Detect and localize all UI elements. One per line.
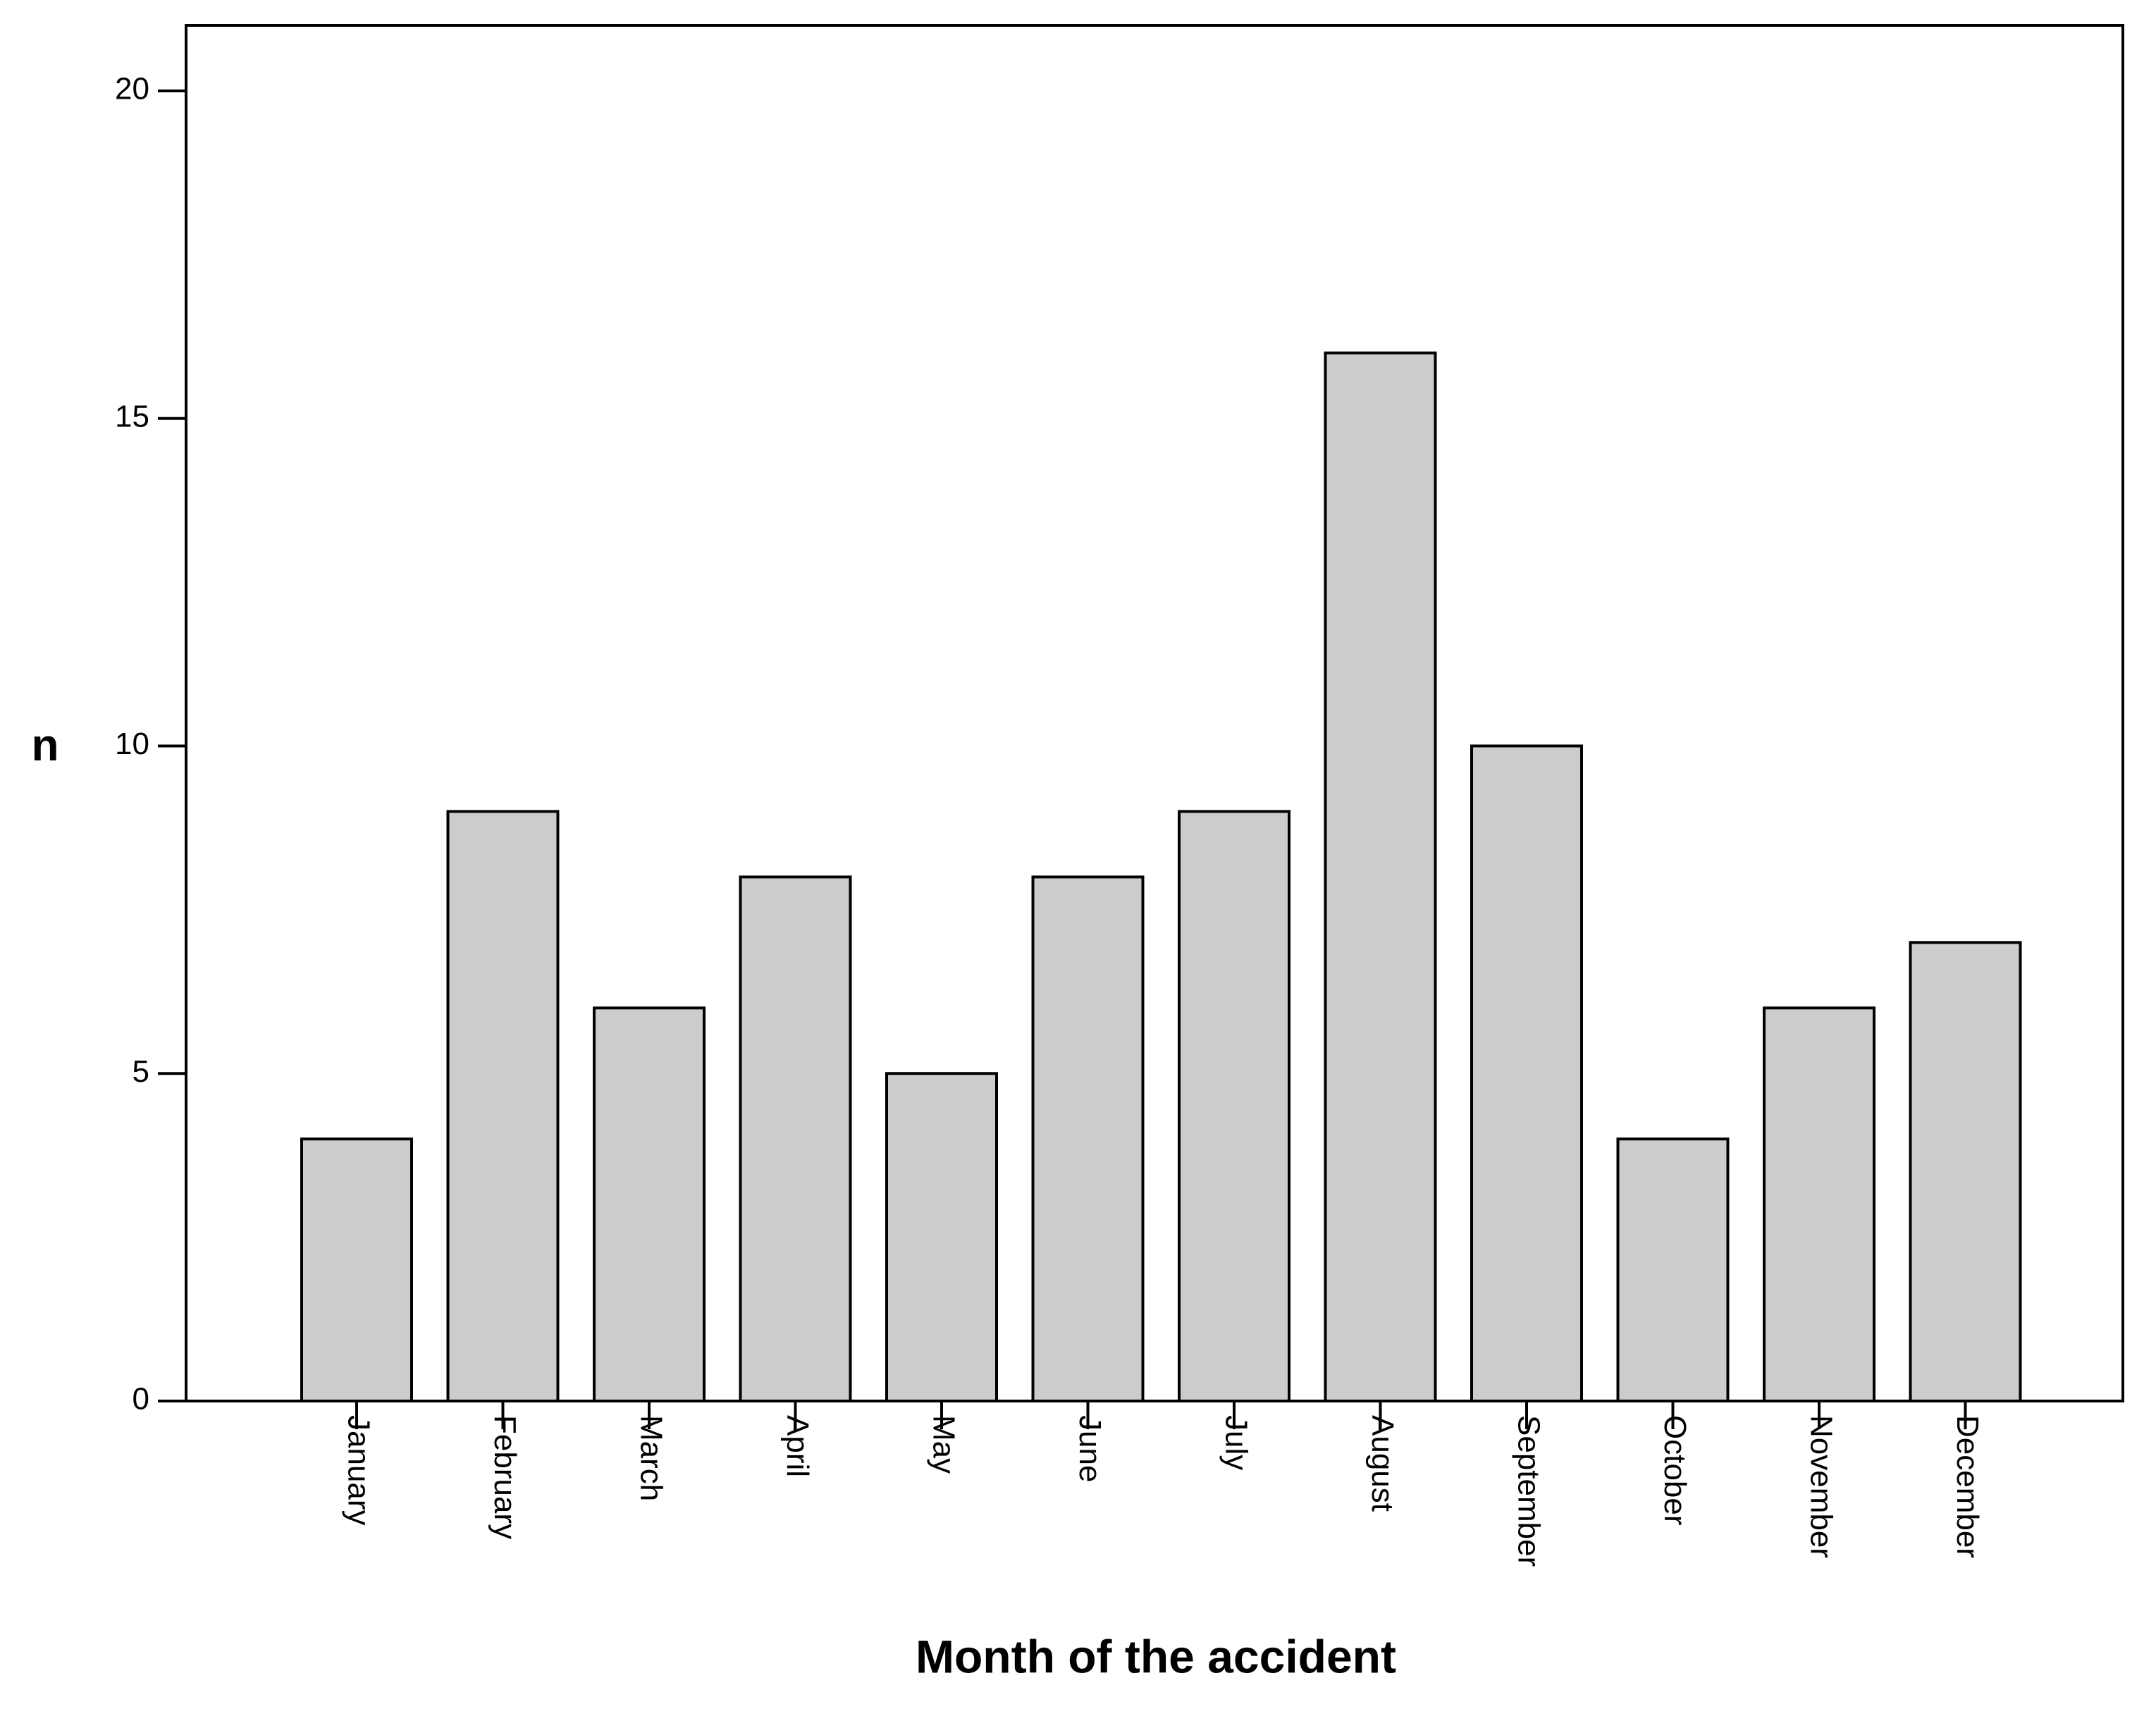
bar-february (446, 810, 560, 1402)
x-tick-label: September (1511, 1415, 1546, 1567)
x-axis: January February March April May June July Augu… (341, 1401, 1985, 1567)
x-tick-label: July (1219, 1415, 1253, 1470)
bar-june (1031, 875, 1145, 1402)
bar-march (593, 1006, 706, 1403)
y-tick-label: 5 (133, 1054, 149, 1089)
bar-november (1763, 1006, 1875, 1403)
bars (300, 351, 2022, 1403)
x-tick-label: February (488, 1415, 522, 1539)
y-axis: 0 5 10 15 20 (115, 72, 186, 1417)
y-tick-label: 20 (115, 72, 149, 106)
bar-october (1616, 1137, 1730, 1402)
y-axis-title: n (31, 720, 58, 770)
x-tick-label: November (1804, 1415, 1838, 1558)
x-tick-label: March (634, 1415, 668, 1501)
x-tick-label: December (1950, 1415, 1985, 1558)
x-tick-label: April (780, 1415, 815, 1477)
x-tick-label: May (926, 1415, 961, 1474)
x-tick-label: January (341, 1415, 376, 1526)
y-tick-label: 10 (115, 727, 149, 761)
bar-august (1324, 351, 1437, 1402)
x-tick-label: October (1658, 1415, 1692, 1526)
x-axis-title: Month of the accident (916, 1630, 1396, 1682)
x-tick-label: June (1073, 1415, 1107, 1482)
bar-september (1470, 744, 1583, 1402)
bar-july (1178, 810, 1290, 1402)
bar-january (300, 1137, 413, 1402)
plot-frame (185, 24, 2124, 1402)
x-tick-label: August (1365, 1415, 1400, 1512)
bar-december (1909, 941, 2022, 1403)
y-tick-label: 15 (115, 399, 149, 433)
bar-may (885, 1072, 998, 1402)
y-tick-label: 0 (133, 1382, 149, 1417)
bar-april (739, 875, 852, 1402)
